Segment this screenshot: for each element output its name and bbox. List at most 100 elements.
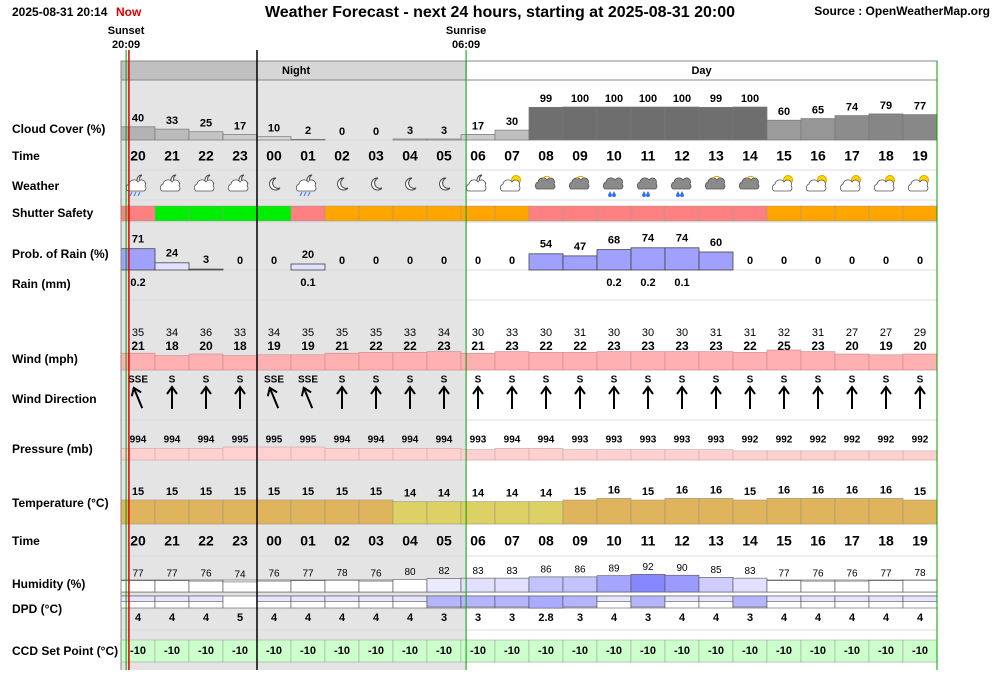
icon-rain [133,191,137,197]
cloud-bar [834,115,870,141]
day-label: Day [691,65,712,77]
dpd-value: 4 [849,612,856,624]
wind-bar [222,355,258,371]
dpd-value: 4 [815,612,822,624]
humidity-value: 76 [200,569,212,580]
icon-rain [307,191,311,197]
humidity-bar [392,579,428,593]
dpd-value: 4 [679,612,686,624]
pressure-bar [834,450,870,461]
rain-prob-value: 0 [917,255,923,267]
humidity-bar [732,577,768,593]
hour: 09 [572,533,588,549]
hour: 04 [402,533,418,549]
cloud-bar [902,114,938,141]
rain-prob-value: 0 [883,255,889,267]
icon-cloud [636,177,658,190]
hour: 11 [641,533,656,549]
wind-speed: 23 [641,339,655,353]
temp-bar [902,499,938,525]
wind-bar [630,351,666,371]
ccd-value: -10 [708,645,724,657]
rain-prob-value: 0 [441,255,447,267]
wind-speed: 22 [539,339,553,353]
wind-arrow [200,385,212,409]
wind-bar [290,354,326,371]
icon-cloud [670,177,692,190]
dpd-bar [256,595,292,602]
pressure-value: 994 [538,435,555,446]
pressure-value: 994 [164,435,181,446]
humidity-value: 90 [676,563,688,574]
hour: 03 [368,533,384,549]
sunset-label: Sunset [108,25,145,37]
pressure-bar [494,447,530,461]
temp-bar [562,499,598,525]
humidity-bar [596,575,632,593]
arrow-head [336,385,348,395]
wind-dir: S [475,375,482,386]
wind-gust: 35 [336,327,348,339]
temp-value: 15 [200,486,212,498]
cloud-bar [222,134,258,141]
temp-value: 14 [404,488,417,500]
pressure-bar [154,447,190,461]
wind-dir: S [611,375,618,386]
dpd-bar [324,595,360,602]
dpd-value: 3 [577,612,583,624]
wind-bar [358,352,394,371]
wind-bar [154,355,190,371]
rain-prob-value: 0 [237,255,243,267]
wind-arrow [608,385,620,409]
wind-arrow [130,386,144,409]
shutter-cell [834,205,870,222]
cloud-bar [188,131,224,141]
temp-value: 16 [676,484,688,496]
temp-value: 16 [846,484,858,496]
wind-bar [562,352,598,371]
icon-drop [676,191,680,197]
icon-sun [542,175,551,180]
shutter-cell [664,205,700,222]
wind-gust: 35 [302,327,314,339]
wind-speed: 23 [675,339,689,353]
arrow-head [812,385,824,395]
wind-bar [528,352,564,371]
wind-bar [188,353,224,371]
icon-cloud [805,179,827,192]
pressure-bar [698,449,734,461]
rain-prob-value: 71 [132,234,144,246]
cloud-value: 0 [339,126,345,138]
icon-cloud [704,177,726,190]
arrow-shaft [133,388,144,409]
cloud-value: 65 [812,104,824,116]
ccd-value: -10 [198,645,214,657]
humidity-value: 78 [336,568,348,579]
arrow-head [540,385,552,395]
rain-prob-value: 0 [747,255,753,267]
rain-prob-value: 0 [407,255,413,267]
icon-rain [299,191,303,197]
icon-cloud [568,177,590,190]
humidity-value: 83 [744,566,756,577]
temp-bar [358,499,394,525]
humidity-bar [256,580,292,593]
hour: 23 [232,533,248,549]
wind-bar [494,351,530,371]
rain-prob-value: 0 [849,255,855,267]
hour: 13 [708,533,724,549]
weather-icon [771,175,793,192]
shutter-cell [902,205,938,222]
wind-bar [426,351,462,371]
arrow-head [914,385,926,395]
wind-dir: S [237,375,244,386]
shutter-cell [766,205,802,222]
dpd-bar [868,595,904,602]
temp-bar [188,499,224,525]
humidity-value: 76 [846,569,858,580]
temp-bar [324,499,360,525]
temp-bar [222,499,258,525]
hour: 20 [130,533,146,549]
cloud-value: 0 [373,126,379,138]
wind-dir: S [543,375,550,386]
